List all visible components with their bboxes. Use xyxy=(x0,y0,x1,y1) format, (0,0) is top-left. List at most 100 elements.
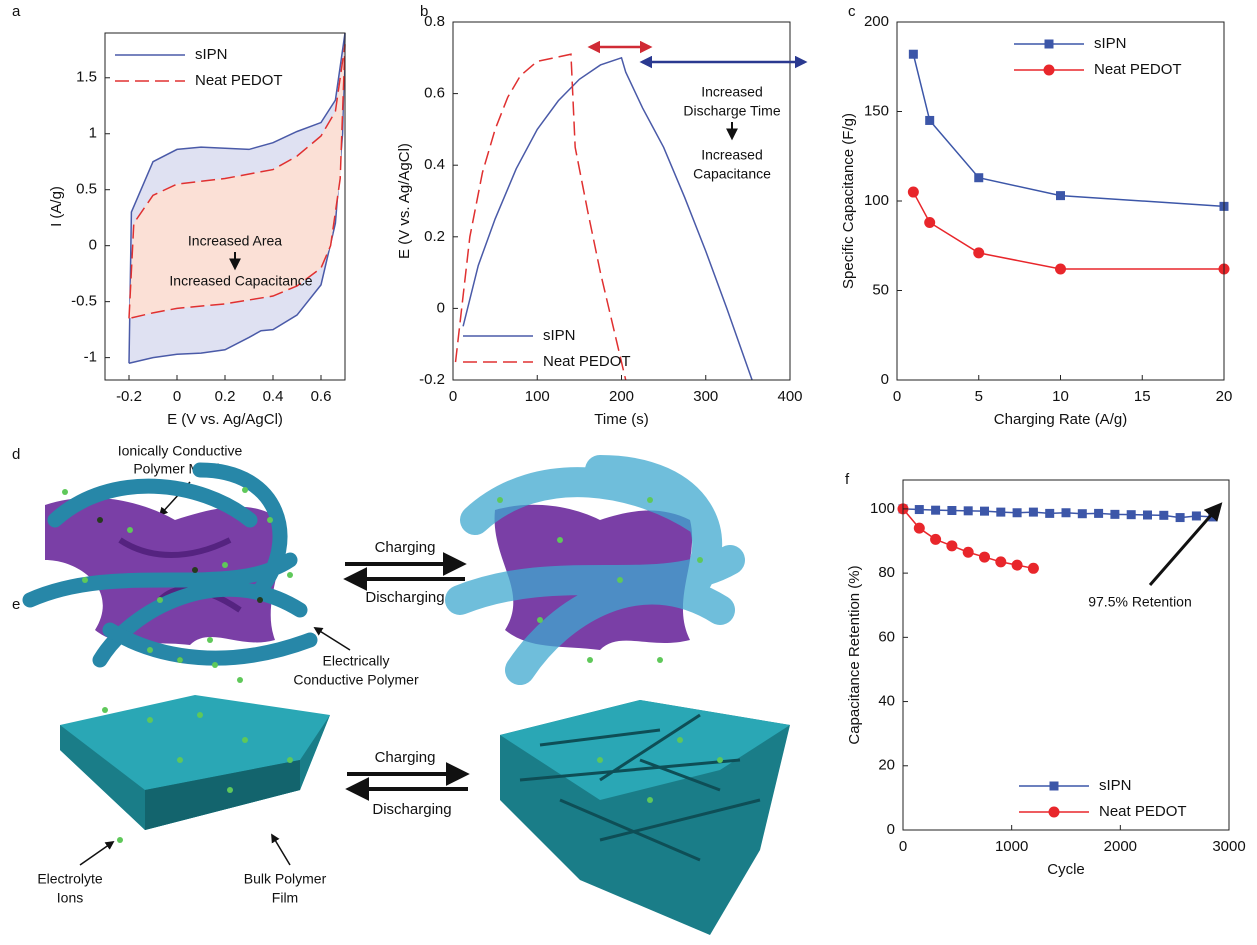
panel-label: e xyxy=(12,596,20,613)
x-tick-label: 0.4 xyxy=(263,388,284,405)
y-tick-label: 100 xyxy=(870,500,895,517)
x-tick-label: 0 xyxy=(449,388,457,405)
x-tick-label: 400 xyxy=(777,388,802,405)
x-tick-label: 2000 xyxy=(1104,838,1137,855)
marker xyxy=(1056,191,1065,201)
annotation: Increased xyxy=(701,147,762,163)
area xyxy=(129,44,345,319)
charts: a-0.2 0 0.2 0.4 0.6-1-0.500.511.5E (V vs. Ag… xyxy=(12,3,1246,878)
y-tick-label: 0.4 xyxy=(424,156,445,173)
legend-label: sIPN xyxy=(1099,777,1132,794)
y-axis-label: E (V vs. Ag/AgCl) xyxy=(396,143,413,259)
y-tick-label: 1 xyxy=(89,125,97,142)
line xyxy=(454,53,627,381)
plot-frame xyxy=(902,479,1230,831)
line xyxy=(902,508,1034,570)
x-tick-label: 0.2 xyxy=(215,388,236,405)
marker xyxy=(974,173,984,183)
marker xyxy=(924,216,936,228)
marker xyxy=(1094,508,1104,518)
marker xyxy=(1191,511,1201,521)
marker xyxy=(1012,508,1022,518)
x-tick-label: 3000 xyxy=(1212,838,1245,855)
y-tick-label: 0.8 xyxy=(424,13,445,30)
marker xyxy=(925,115,935,125)
annotation: Increased xyxy=(701,84,762,100)
x-tick-label: 10 xyxy=(1052,388,1069,405)
y-tick-label: 0 xyxy=(881,371,889,388)
y-tick-label: 60 xyxy=(878,628,895,645)
legend-label: sIPN xyxy=(195,46,228,63)
marker xyxy=(962,546,974,558)
legend-marker xyxy=(1048,806,1060,818)
marker xyxy=(1126,510,1136,520)
y-tick-label: 1.5 xyxy=(76,69,97,86)
y-tick-label: 0.2 xyxy=(424,228,445,245)
x-axis-label: Charging Rate (A/g) xyxy=(994,411,1127,428)
marker xyxy=(1175,513,1185,523)
legend-marker xyxy=(1044,39,1054,49)
label: Charging xyxy=(375,749,436,766)
legend-label: sIPN xyxy=(543,327,576,344)
legend-label: Neat PEDOT xyxy=(543,353,631,370)
marker xyxy=(931,505,941,515)
label: Film xyxy=(272,890,298,906)
label: Conductive Polymer xyxy=(293,672,419,688)
illustration-d: d Ionically Conductive Polymer Matrix El… xyxy=(12,443,745,688)
marker xyxy=(1045,508,1055,518)
y-tick-label: 0 xyxy=(89,237,97,254)
y-tick-label: -0.2 xyxy=(419,371,445,388)
marker xyxy=(1077,509,1087,519)
illustration-e: e Electrolyte Ions Bulk Polymer Film Cha… xyxy=(12,596,790,935)
x-tick-label: 0 xyxy=(893,388,901,405)
x-tick-label: 15 xyxy=(1134,388,1151,405)
marker xyxy=(1055,263,1066,275)
label: Ionically Conductive xyxy=(118,443,243,459)
label: Electrically xyxy=(323,653,390,669)
y-tick-label: -0.5 xyxy=(71,293,97,310)
label: Charging xyxy=(375,539,436,556)
marker xyxy=(1159,510,1169,520)
legend-marker xyxy=(1049,781,1059,791)
plot-frame xyxy=(452,21,791,381)
annotation: Increased Capacitance xyxy=(169,273,312,289)
marker xyxy=(947,506,957,516)
annotation: 97.5% Retention xyxy=(1088,594,1192,610)
marker xyxy=(914,505,924,515)
line xyxy=(462,56,753,381)
y-tick-label: 150 xyxy=(864,102,889,119)
marker xyxy=(973,247,985,259)
legend-marker xyxy=(1043,64,1055,76)
x-tick-label: 0 xyxy=(899,838,907,855)
y-tick-label: 100 xyxy=(864,192,889,209)
marker xyxy=(963,506,973,516)
marker xyxy=(908,49,918,59)
x-tick-label: 5 xyxy=(975,388,983,405)
annotation-arrow xyxy=(1148,502,1223,586)
marker xyxy=(995,556,1007,568)
marker xyxy=(946,540,958,552)
y-axis-label: I (A/g) xyxy=(48,186,65,227)
panel-label: b xyxy=(420,3,428,20)
legend-label: sIPN xyxy=(1094,35,1127,52)
x-tick-label: 1000 xyxy=(995,838,1028,855)
x-tick-label: 0 xyxy=(173,388,181,405)
x-tick-label: -0.2 xyxy=(116,388,142,405)
panel-label: f xyxy=(845,471,850,488)
label: Discharging xyxy=(372,801,451,818)
y-tick-label: 200 xyxy=(864,13,889,30)
marker xyxy=(996,507,1006,517)
marker xyxy=(1011,559,1023,571)
y-tick-label: 50 xyxy=(872,281,889,298)
label: Electrolyte xyxy=(37,871,103,887)
panel-label: a xyxy=(12,3,21,20)
legend-label: Neat PEDOT xyxy=(1094,61,1182,78)
marker xyxy=(1110,509,1120,519)
marker xyxy=(907,186,919,198)
marker xyxy=(979,551,990,563)
y-tick-label: 80 xyxy=(878,564,895,581)
y-tick-label: 0 xyxy=(887,821,895,838)
marker xyxy=(980,506,989,516)
x-tick-label: 0.6 xyxy=(311,388,332,405)
